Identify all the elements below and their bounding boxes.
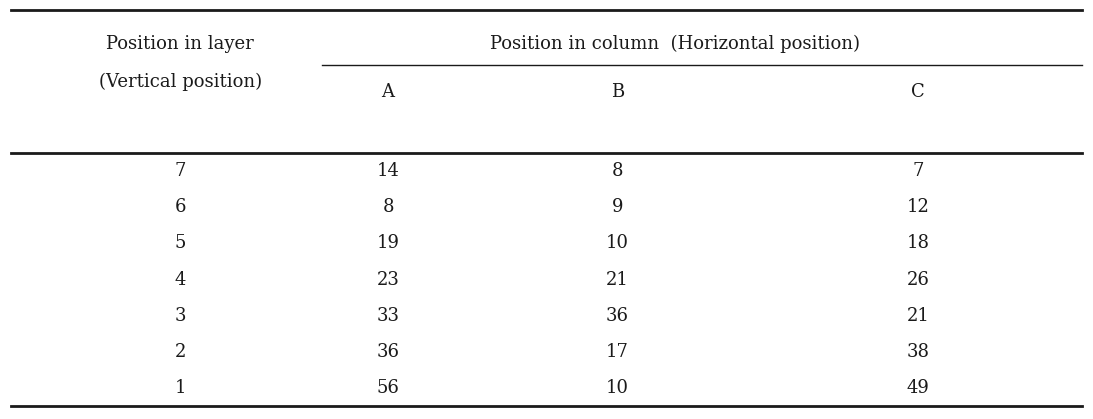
Text: (Vertical position): (Vertical position): [98, 72, 262, 91]
Text: 33: 33: [376, 307, 400, 325]
Text: 21: 21: [607, 271, 628, 289]
Text: 12: 12: [907, 198, 929, 216]
Text: Position in layer: Position in layer: [106, 35, 255, 53]
Text: 5: 5: [175, 235, 186, 253]
Text: 7: 7: [913, 162, 924, 180]
Text: 8: 8: [612, 162, 623, 180]
Text: A: A: [381, 83, 395, 101]
Text: 17: 17: [607, 343, 628, 361]
Text: 19: 19: [376, 235, 400, 253]
Text: 3: 3: [175, 307, 186, 325]
Text: 7: 7: [175, 162, 186, 180]
Text: 36: 36: [606, 307, 630, 325]
Text: 23: 23: [377, 271, 399, 289]
Text: 36: 36: [376, 343, 400, 361]
Text: 26: 26: [907, 271, 929, 289]
Text: 21: 21: [907, 307, 929, 325]
Text: 49: 49: [907, 379, 929, 397]
Text: 10: 10: [606, 235, 630, 253]
Text: 18: 18: [906, 235, 930, 253]
Text: 4: 4: [175, 271, 186, 289]
Text: B: B: [611, 83, 624, 101]
Text: 8: 8: [383, 198, 393, 216]
Text: 6: 6: [175, 198, 186, 216]
Text: 1: 1: [175, 379, 186, 397]
Text: 9: 9: [612, 198, 623, 216]
Text: Position in column  (Horizontal position): Position in column (Horizontal position): [490, 35, 860, 53]
Text: 14: 14: [377, 162, 399, 180]
Text: 38: 38: [906, 343, 930, 361]
Text: C: C: [912, 83, 925, 101]
Text: 56: 56: [377, 379, 399, 397]
Text: 10: 10: [606, 379, 630, 397]
Text: 2: 2: [175, 343, 186, 361]
